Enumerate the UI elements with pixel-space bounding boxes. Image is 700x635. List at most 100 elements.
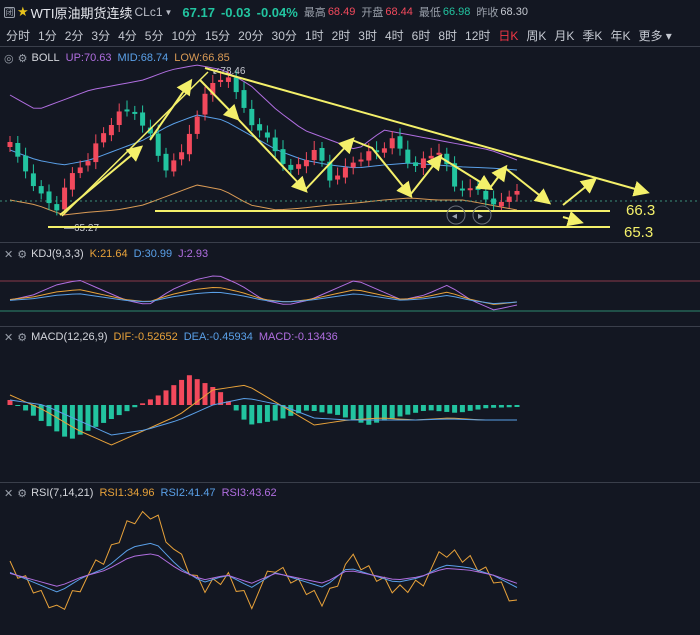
boll-up: UP:70.63	[65, 52, 112, 64]
instrument-code[interactable]: CLc1	[134, 5, 163, 19]
candle-body	[467, 188, 473, 191]
macd-legend: ✕ ⚙ MACD(12,26,9) DIF:-0.52652 DEA:-0.45…	[4, 330, 344, 344]
timeframe-4[interactable]: 4分	[118, 28, 137, 43]
candle-body	[303, 160, 309, 167]
candle-body	[280, 149, 286, 164]
chevron-down-icon[interactable]: ▼	[164, 7, 173, 17]
candle-body	[350, 162, 356, 168]
boll-mid: MID:68.74	[117, 52, 169, 64]
timeframe-1[interactable]: 1分	[38, 28, 57, 43]
candle-body	[225, 77, 231, 82]
macd-bar	[46, 405, 52, 427]
candle-body	[155, 133, 161, 156]
gear-icon[interactable]: ⚙	[17, 52, 28, 65]
candle-body	[186, 133, 192, 155]
timeframe-6[interactable]: 10分	[171, 28, 197, 43]
timeframe-18[interactable]: 周K	[526, 28, 547, 43]
candle-body	[62, 187, 68, 210]
candle-body	[428, 155, 434, 159]
timeframe-7[interactable]: 15分	[204, 28, 231, 43]
candle-body	[288, 164, 294, 170]
candle-body	[459, 188, 465, 191]
macd-bar	[140, 403, 146, 405]
macd-bar	[218, 392, 224, 405]
rsi-3: RSI3:43.62	[221, 487, 277, 499]
macd-bar	[514, 405, 520, 407]
high-value: 68.49	[327, 6, 356, 18]
macd-bar	[210, 387, 216, 405]
timeframe-22[interactable]: 更多 ▾	[638, 28, 672, 43]
eye-icon[interactable]: ◎	[4, 52, 14, 65]
prev-icon: ◂	[452, 211, 457, 222]
timeframe-21[interactable]: 年K	[610, 28, 631, 43]
candle-body	[163, 153, 169, 171]
lock-icon[interactable]: 闭	[4, 6, 15, 18]
close-icon[interactable]: ✕	[4, 487, 14, 500]
macd-bar	[335, 405, 341, 415]
boll-title: BOLL	[31, 52, 60, 64]
macd-dif: DIF:-0.52652	[113, 331, 178, 343]
candle-body	[444, 153, 450, 165]
macd-bar	[311, 405, 317, 411]
rsi2-line	[9, 542, 518, 593]
macd-bar	[303, 405, 309, 411]
candle-body	[342, 167, 348, 178]
macd-bar	[436, 405, 442, 412]
timeframe-11[interactable]: 2时	[331, 28, 351, 43]
timeframe-13[interactable]: 4时	[384, 28, 404, 43]
candle-body	[85, 161, 91, 166]
close-icon[interactable]: ✕	[4, 331, 14, 344]
high-label: 最高	[303, 7, 326, 19]
candle-body	[147, 127, 153, 134]
macd-bar	[264, 405, 270, 422]
macd-bar	[15, 405, 21, 406]
gear-icon[interactable]: ⚙	[17, 487, 28, 500]
prev-nav-button[interactable]	[446, 205, 466, 225]
rsi3-line	[9, 553, 518, 587]
timeframe-9[interactable]: 30分	[271, 28, 297, 43]
timeframe-12[interactable]: 3时	[358, 28, 377, 43]
timeframe-2[interactable]: 2分	[64, 28, 84, 43]
timeframe-17[interactable]: 日K	[498, 28, 519, 43]
close-icon[interactable]: ✕	[4, 248, 14, 261]
timeframe-8[interactable]: 20分	[238, 28, 264, 43]
macd-bar	[108, 405, 114, 419]
timeframe-3[interactable]: 3分	[91, 28, 111, 43]
candle-body	[491, 198, 497, 205]
timeframe-19[interactable]: 月K	[554, 28, 575, 43]
timeframe-16[interactable]: 12时	[465, 28, 491, 43]
candle-body	[132, 111, 138, 114]
candle-body	[241, 90, 247, 108]
candle-body	[257, 124, 263, 131]
macd-bar	[62, 405, 68, 437]
candle-body	[397, 136, 403, 149]
timeframe-10[interactable]: 1时	[304, 28, 324, 43]
candle-body	[475, 186, 481, 190]
resistance-trendline	[204, 67, 650, 197]
macd-bar	[428, 405, 434, 411]
macd-dea-line	[9, 398, 517, 436]
candle-body	[264, 132, 270, 138]
timeframe-14[interactable]: 6时	[411, 28, 431, 43]
star-icon[interactable]: ★	[17, 4, 29, 19]
timeframe-5[interactable]: 5分	[144, 28, 164, 43]
candle-body	[436, 152, 442, 155]
candle-body	[194, 116, 200, 134]
next-icon: ▸	[478, 211, 483, 222]
kdj-k: K:21.64	[89, 248, 128, 260]
macd-bar	[389, 405, 395, 419]
macd-bar	[163, 390, 169, 405]
timeframe-15[interactable]: 8时	[438, 28, 458, 43]
timeframe-0[interactable]: 分时	[6, 28, 31, 43]
rsi-2: RSI2:41.47	[160, 487, 216, 499]
gear-icon[interactable]: ⚙	[17, 331, 28, 344]
gear-icon[interactable]: ⚙	[17, 248, 28, 261]
candle-body	[210, 83, 216, 95]
candle-body	[498, 201, 504, 207]
timeframe-20[interactable]: 季K	[582, 28, 603, 43]
candle-body	[389, 138, 395, 149]
macd-bar	[116, 405, 122, 416]
next-nav-button[interactable]	[472, 205, 492, 225]
macd-bar	[506, 405, 512, 408]
